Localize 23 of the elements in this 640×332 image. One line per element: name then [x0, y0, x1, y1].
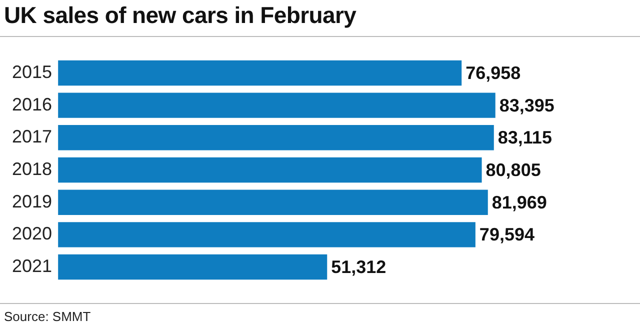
- y-tick-label: 2017: [12, 126, 52, 147]
- y-tick-label: 2015: [12, 62, 52, 82]
- source-note: Source: SMMT: [4, 309, 91, 324]
- data-label: 51,312: [331, 256, 386, 277]
- data-label: 83,395: [499, 95, 554, 116]
- y-tick-label: 2019: [12, 191, 52, 212]
- y-tick-label: 2018: [12, 158, 52, 179]
- bar: [58, 125, 494, 150]
- bar: [58, 222, 476, 248]
- y-tick-label: 2016: [12, 94, 52, 114]
- data-label: 79,594: [479, 224, 534, 245]
- bar: [58, 190, 488, 215]
- y-tick-label: 2020: [12, 224, 52, 244]
- bar: [58, 60, 462, 86]
- y-tick-label: 2021: [12, 256, 52, 276]
- data-label: 83,115: [498, 128, 552, 148]
- data-label: 81,969: [492, 192, 547, 212]
- data-label: 80,805: [486, 160, 541, 180]
- bar: [58, 92, 496, 118]
- data-label: 76,958: [466, 62, 521, 83]
- bar: [58, 157, 482, 183]
- bar: [58, 254, 328, 280]
- chart-title: UK sales of new cars in February: [4, 2, 356, 29]
